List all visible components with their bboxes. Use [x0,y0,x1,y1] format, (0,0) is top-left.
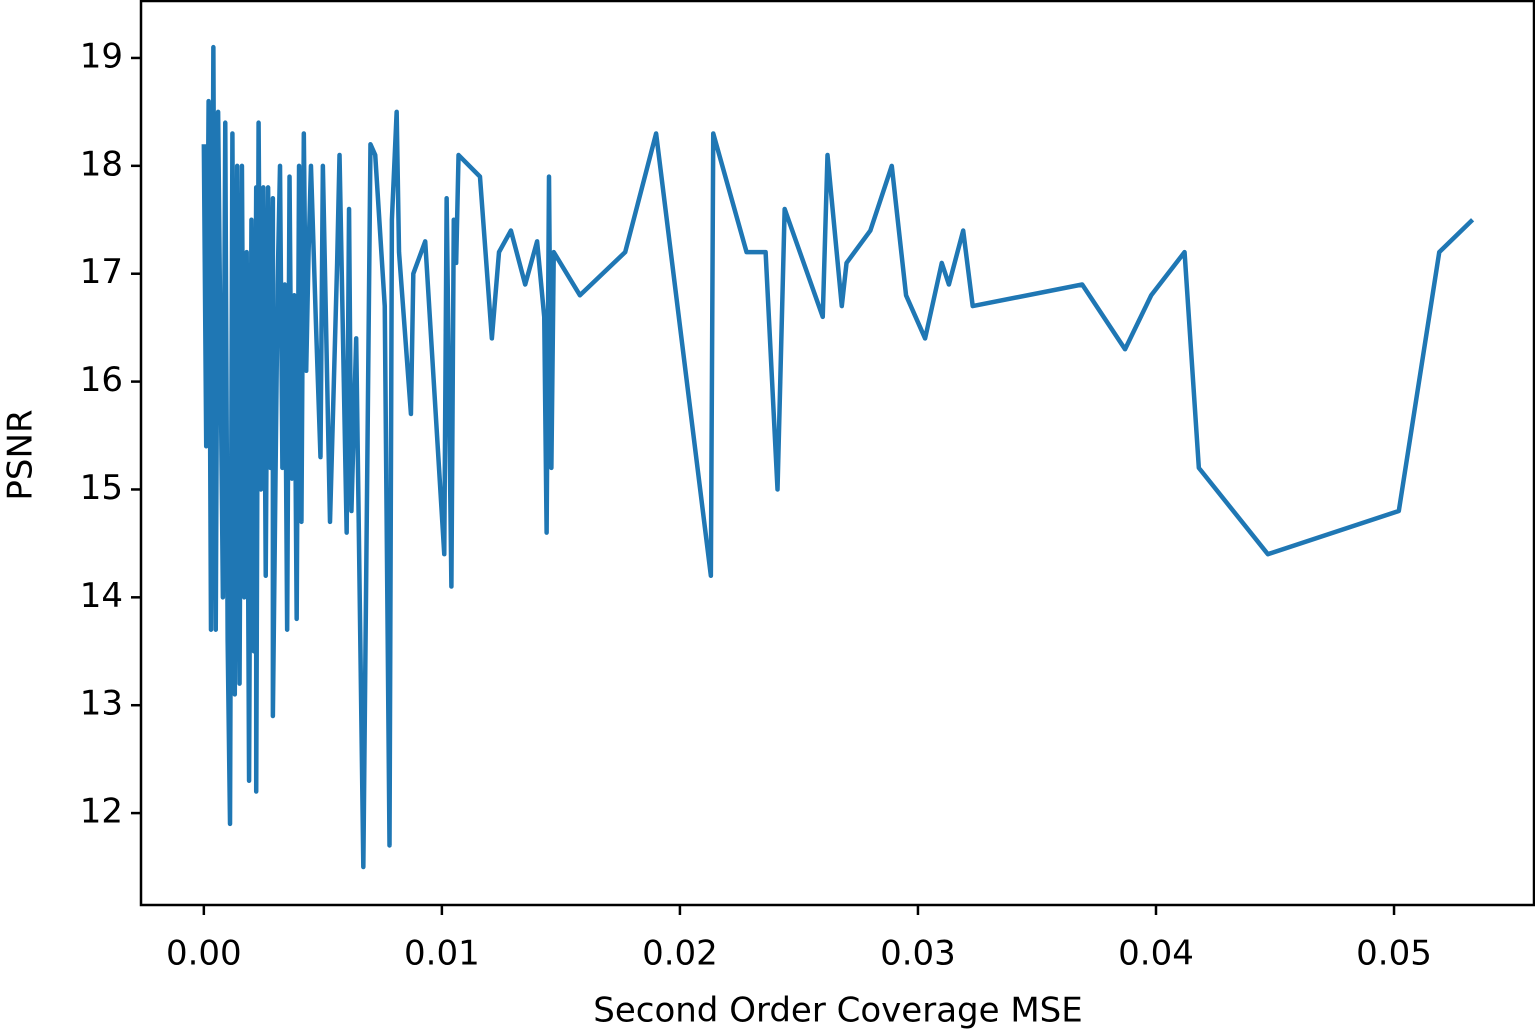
x-tick-label: 0.05 [1356,934,1432,974]
y-tick-label: 14 [80,576,123,616]
y-tick-label: 16 [80,360,123,400]
x-axis-label: Second Order Coverage MSE [593,991,1082,1031]
y-axis-label: PSNR [1,409,41,500]
data-line [201,44,1475,870]
y-tick-label: 17 [80,252,123,292]
x-tick-label: 0.01 [404,934,480,974]
y-tick-label: 12 [80,792,123,832]
x-tick-label: 0.02 [642,934,718,974]
x-tick-label: 0.04 [1118,934,1194,974]
x-tick-label: 0.00 [166,934,242,974]
y-tick-label: 18 [80,144,123,184]
y-tick-label: 15 [80,468,123,508]
x-tick-label: 0.03 [880,934,956,974]
y-tick-label: 19 [80,36,123,76]
y-tick-label: 13 [80,684,123,724]
plot-frame [139,0,1535,907]
